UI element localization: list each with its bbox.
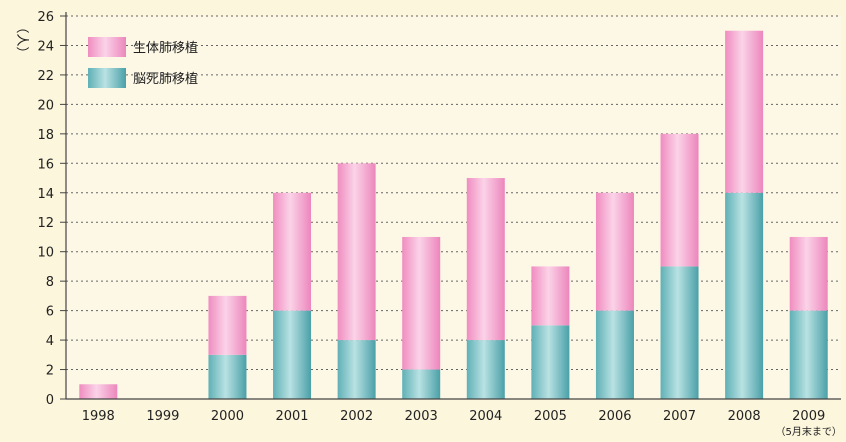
y-tick-label-26: 26 (37, 10, 54, 25)
legend-swatch-series-0 (88, 68, 126, 88)
x-tick-label-2008: 2008 (728, 409, 761, 424)
bar-2001-series-0 (273, 310, 312, 399)
bar-2002-series-0 (337, 340, 376, 399)
grid-lines (66, 15, 841, 371)
y-tick-label-14: 14 (37, 187, 54, 202)
bar-2005-series-1 (531, 266, 570, 326)
y-tick-label-4: 4 (46, 334, 54, 349)
x-tick-labels: 1998 1999 2000 2001 2002 2003 2004 2005 2006 2007… (82, 409, 842, 438)
bars (79, 30, 828, 399)
y-tick-label-16: 16 (37, 157, 54, 172)
bar-2007-series-1 (660, 133, 699, 267)
x-tick-label-2006: 2006 (598, 409, 631, 424)
x-tick-label-2000: 2000 (211, 409, 244, 424)
x-tick-label-2009: 2009 (792, 409, 825, 424)
y-tick-label-22: 22 (37, 69, 54, 84)
x-tick-label-2001: 2001 (275, 409, 308, 424)
x-tick-label-2007: 2007 (663, 409, 696, 424)
y-tick-label-0: 0 (46, 393, 54, 408)
y-tick-label-20: 20 (37, 98, 54, 113)
y-tick-label-10: 10 (37, 246, 54, 261)
bar-2001-series-1 (273, 192, 312, 311)
x-tick-label-2004: 2004 (469, 409, 502, 424)
bar-2003-series-0 (402, 369, 441, 399)
y-tick-label-18: 18 (37, 128, 54, 143)
axes (60, 12, 841, 400)
bar-2003-series-1 (402, 236, 441, 370)
bar-2008-series-1 (725, 30, 764, 193)
x-tick-label-2003: 2003 (405, 409, 438, 424)
legend-label-series-0: 脳死肺移植 (133, 72, 198, 87)
bar-2007-series-0 (660, 266, 699, 399)
bar-2000-series-1 (208, 295, 247, 355)
legend-swatch-series-1 (88, 37, 126, 57)
bar-2009-series-0 (789, 310, 828, 399)
bar-2009-series-1 (789, 236, 828, 311)
bar-2006-series-0 (595, 310, 634, 399)
y-tick-label-12: 12 (37, 216, 54, 231)
x-tick-label-2002: 2002 (340, 409, 373, 424)
x-tick-label-2005: 2005 (534, 409, 567, 424)
bar-2002-series-1 (337, 163, 376, 341)
bar-2006-series-1 (595, 192, 634, 311)
bar-2004-series-0 (466, 340, 505, 399)
x-tick-label-1998: 1998 (82, 409, 115, 424)
x-tick-note-2009: （5月末まで） (776, 425, 842, 438)
bar-1998-series-1 (79, 384, 118, 399)
bar-2004-series-1 (466, 178, 505, 341)
bar-2008-series-0 (725, 192, 764, 399)
y-tick-label-2: 2 (46, 364, 54, 379)
y-tick-label-8: 8 (46, 275, 54, 290)
x-tick-label-1999: 1999 (146, 409, 179, 424)
plot-area (66, 16, 841, 399)
legend-label-series-1: 生体肺移植 (133, 41, 198, 56)
bar-2000-series-0 (208, 354, 247, 399)
bar-2005-series-0 (531, 325, 570, 399)
y-tick-label-24: 24 (37, 39, 54, 54)
y-tick-label-6: 6 (46, 305, 54, 320)
y-axis-label: （人） (14, 20, 29, 59)
